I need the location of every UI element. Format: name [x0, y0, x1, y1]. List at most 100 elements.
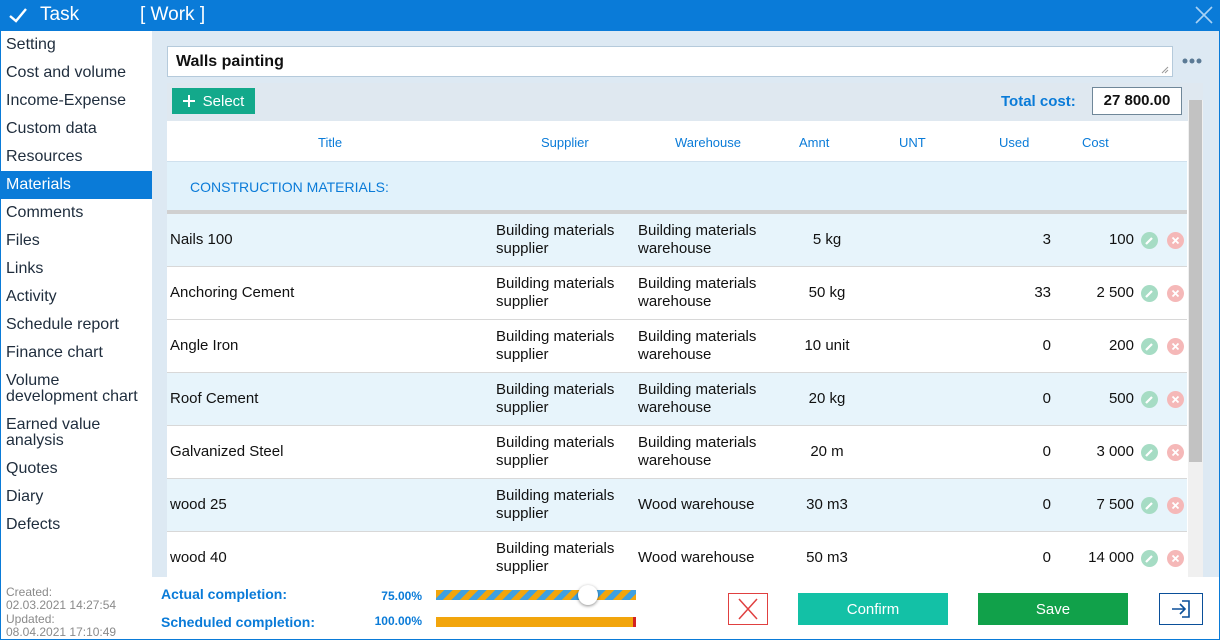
table-header: Title Supplier Warehouse Amnt UNT Used C… [167, 121, 1187, 161]
column-header-unt[interactable]: UNT [899, 135, 926, 150]
sidebar-item-label: Diary [6, 488, 44, 505]
sidebar-item-label: Resources [6, 148, 83, 165]
sidebar-item-label: Custom data [6, 120, 97, 137]
sidebar-item-materials[interactable]: Materials [1, 171, 152, 199]
edit-icon[interactable] [1141, 285, 1158, 302]
table-row[interactable]: Galvanized Steel Building materials supp… [167, 426, 1187, 479]
sidebar-item-setting[interactable]: Setting [1, 31, 152, 59]
cell-title: Angle Iron [170, 337, 239, 354]
sidebar-item-resources[interactable]: Resources [1, 143, 152, 171]
cell-amnt: 30 m3 [806, 496, 848, 513]
delete-icon[interactable] [1167, 232, 1184, 249]
cancel-x-icon [738, 598, 758, 620]
doc-title: [ Work ] [140, 4, 206, 25]
sidebar-item-label: Quotes [6, 460, 58, 477]
sidebar-item-comments[interactable]: Comments [1, 199, 152, 227]
table-row[interactable]: Angle Iron Building materials supplier B… [167, 320, 1187, 373]
cell-title: Anchoring Cement [170, 284, 295, 301]
sidebar-item-files[interactable]: Files [1, 227, 152, 255]
edit-icon[interactable] [1141, 232, 1158, 249]
sidebar-item-quotes[interactable]: Quotes [1, 455, 152, 483]
sidebar-item-diary[interactable]: Diary [1, 483, 152, 511]
cell-title: Roof Cement [170, 390, 259, 407]
updated-value: 08.04.2021 17:10:49 [6, 625, 117, 639]
exit-button[interactable] [1159, 593, 1203, 625]
select-button[interactable]: Select [172, 88, 255, 114]
close-icon[interactable] [1194, 5, 1214, 25]
table-row[interactable]: wood 40 Building materials supplier Wood… [167, 532, 1187, 577]
cell-warehouse: Building materials warehouse [638, 222, 757, 257]
table-row[interactable]: wood 25 Building materials supplier Wood… [167, 479, 1187, 532]
delete-icon[interactable] [1167, 497, 1184, 514]
resize-grip-icon[interactable] [1161, 66, 1169, 74]
cell-cost: 14 000 [1088, 549, 1134, 566]
column-header-cost[interactable]: Cost [1082, 135, 1109, 150]
sidebar-item-label: Schedule report [6, 316, 119, 333]
cell-warehouse: Building materials warehouse [638, 381, 757, 416]
cell-cost: 7 500 [1096, 496, 1134, 513]
sidebar-item-volume-development-chart[interactable]: Volume development chart [1, 367, 152, 411]
sidebar-item-links[interactable]: Links [1, 255, 152, 283]
more-icon[interactable] [1181, 53, 1203, 69]
cell-cost: 500 [1108, 390, 1134, 407]
cell-supplier: Building materials supplier [496, 275, 615, 310]
cell-amnt: 10 unit [804, 337, 850, 354]
confirm-button[interactable]: Confirm [798, 593, 948, 625]
sidebar-item-label: Cost and volume [6, 64, 127, 81]
cell-title: wood 40 [170, 549, 227, 566]
sidebar-item-custom-data[interactable]: Custom data [1, 115, 152, 143]
table-row[interactable]: Anchoring Cement Building materials supp… [167, 267, 1187, 320]
table-row[interactable]: Nails 100 Building materials supplier Bu… [167, 214, 1187, 267]
title-bar: Task [ Work ] [0, 0, 1220, 31]
cell-used: 0 [1042, 337, 1051, 354]
cell-warehouse: Building materials warehouse [638, 275, 757, 310]
column-header-amnt[interactable]: Amnt [799, 135, 830, 150]
sidebar-item-earned-value-analysis[interactable]: Earned value analysis [1, 411, 152, 455]
cell-warehouse: Building materials warehouse [638, 328, 757, 363]
cell-supplier: Building materials supplier [496, 487, 615, 522]
edit-icon[interactable] [1141, 444, 1158, 461]
sidebar-item-finance-chart[interactable]: Finance chart [1, 339, 152, 367]
sidebar-item-activity[interactable]: Activity [1, 283, 152, 311]
delete-icon[interactable] [1167, 391, 1184, 408]
edit-icon[interactable] [1141, 338, 1158, 355]
column-header-used[interactable]: Used [999, 135, 1030, 150]
cell-supplier: Building materials supplier [496, 434, 615, 469]
table-row[interactable]: Roof Cement Building materials supplier … [167, 373, 1187, 426]
footer: Created: 02.03.2021 14:27:54 Updated: 08… [1, 577, 1219, 639]
actual-completion-slider-knob[interactable] [578, 585, 598, 605]
save-button[interactable]: Save [978, 593, 1128, 625]
actual-completion-bar[interactable] [436, 590, 636, 600]
cell-used: 0 [1042, 443, 1051, 460]
delete-icon[interactable] [1167, 550, 1184, 567]
column-header-title[interactable]: Title [318, 135, 343, 150]
cell-supplier: Building materials supplier [496, 381, 615, 416]
group-header[interactable]: CONSTRUCTION MATERIALS: [167, 161, 1187, 214]
actual-completion-pct: 75.00% [381, 589, 422, 603]
edit-icon[interactable] [1141, 391, 1158, 408]
cell-title: wood 25 [170, 496, 227, 513]
delete-icon[interactable] [1167, 444, 1184, 461]
column-header-supplier[interactable]: Supplier [541, 135, 589, 150]
updated-label: Updated: [6, 612, 55, 626]
created-label: Created: [6, 585, 53, 599]
task-name-input[interactable]: Walls painting [167, 46, 1173, 77]
created-value: 02.03.2021 14:27:54 [6, 598, 117, 612]
plus-icon [182, 95, 195, 107]
sidebar-item-schedule-report[interactable]: Schedule report [1, 311, 152, 339]
cancel-button[interactable] [728, 593, 768, 625]
cell-cost: 200 [1108, 337, 1134, 354]
sidebar-item-income-expense[interactable]: Income-Expense [1, 87, 152, 115]
column-header-warehouse[interactable]: Warehouse [675, 135, 741, 150]
scrollbar-thumb[interactable] [1189, 100, 1202, 462]
sidebar-item-label: Links [6, 260, 44, 277]
edit-icon[interactable] [1141, 550, 1158, 567]
edit-icon[interactable] [1141, 497, 1158, 514]
delete-icon[interactable] [1167, 338, 1184, 355]
sidebar-item-label: Files [6, 232, 40, 249]
sidebar-item-defects[interactable]: Defects [1, 511, 152, 539]
delete-icon[interactable] [1167, 285, 1184, 302]
cell-cost: 2 500 [1096, 284, 1134, 301]
sidebar-item-cost-and-volume[interactable]: Cost and volume [1, 59, 152, 87]
sidebar-item-label: Earned value analysis [6, 416, 101, 449]
